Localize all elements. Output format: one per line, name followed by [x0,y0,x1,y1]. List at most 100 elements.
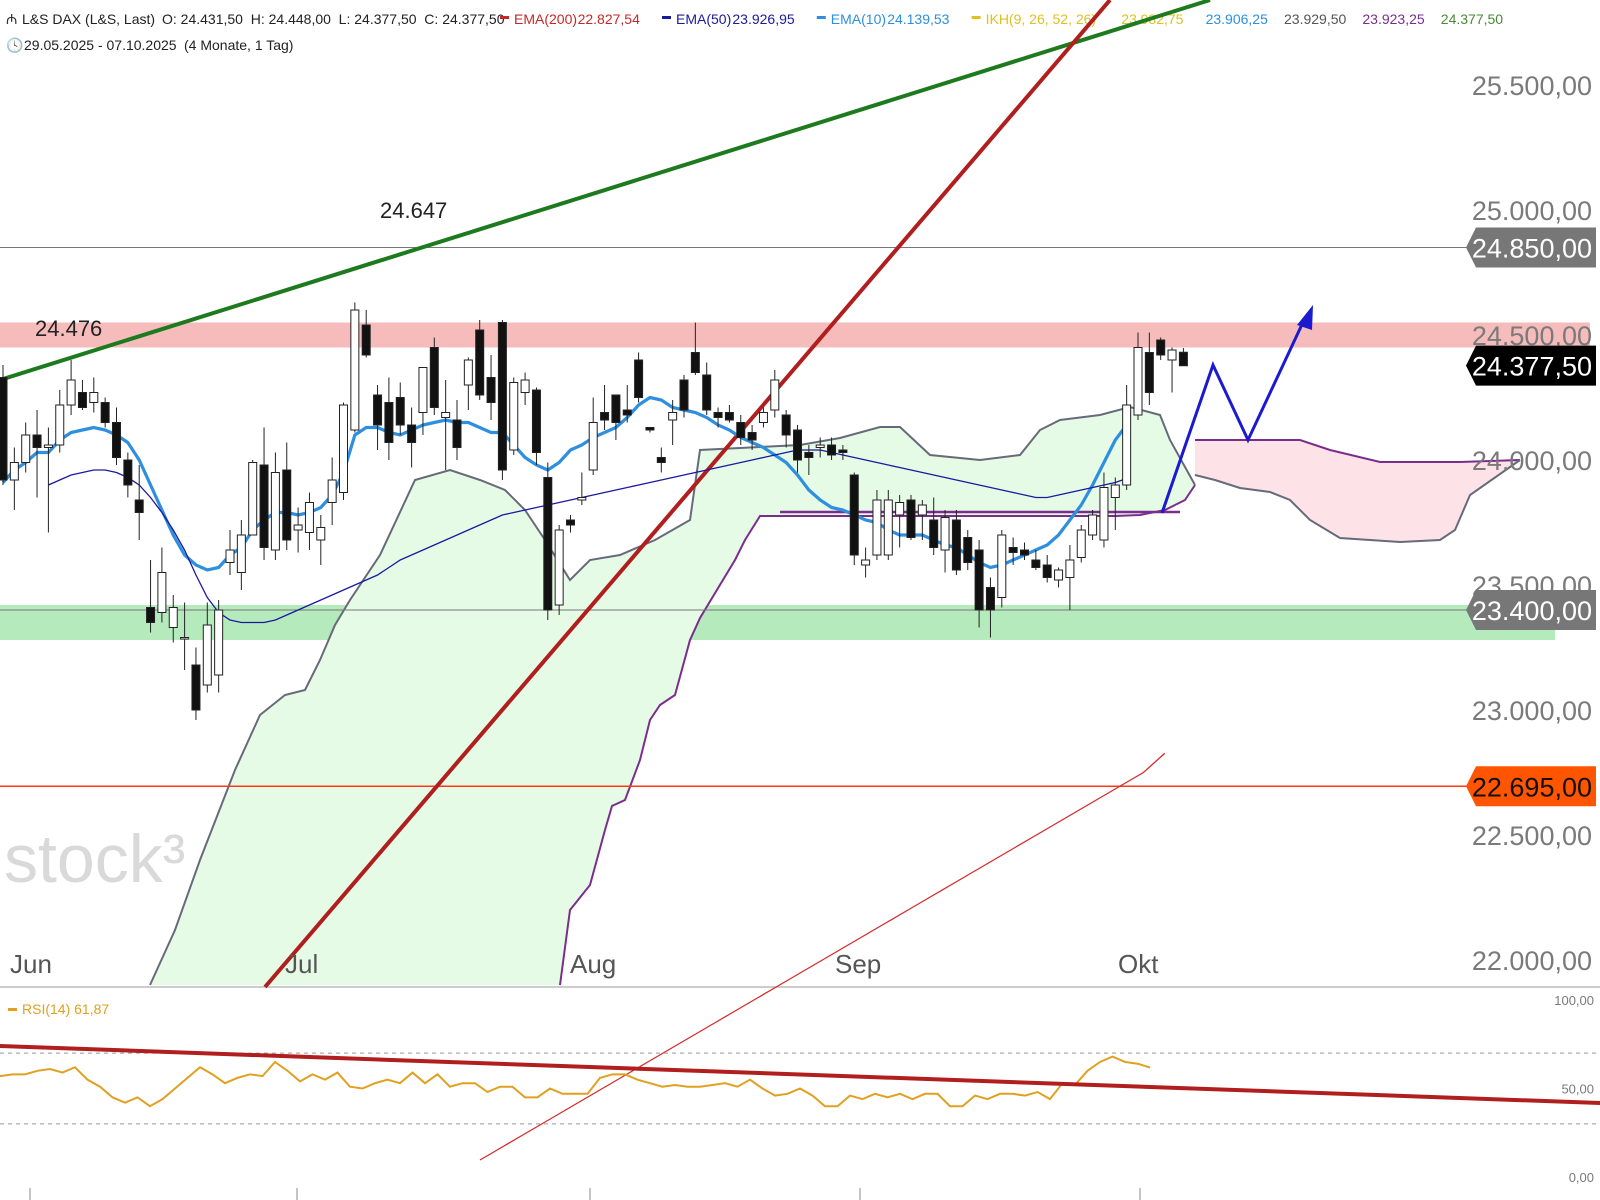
candle-body [1110,484,1120,498]
candle-body [1156,339,1166,356]
candle-body [1088,514,1098,536]
candle-body [520,379,530,393]
candle [1042,555,1052,583]
candle [316,515,326,565]
candle [770,370,780,418]
candle [418,367,428,435]
level-24850-tag-label: 24.850,00 [1472,234,1592,264]
candle-body [384,402,394,443]
candle-body [123,459,133,486]
candle-body [316,527,326,541]
indicator-label-3: IKH(9, 26, 52, 26) [986,11,1097,27]
indicator-label-2: EMA(10) [831,11,886,27]
candle-body [1167,349,1177,361]
candle [282,442,292,550]
indicator-value-0: 22.827,54 [578,11,640,27]
candle-body [157,572,167,613]
indicator-label-0: EMA(200) [514,11,577,27]
candle [940,510,950,573]
candle-body [668,412,678,421]
candle [656,447,666,473]
senkou-span-a [149,405,1196,986]
time-axis: Jun Jul Aug Sep Okt [10,949,1159,1200]
price-tags: 24.850,00 24.377,50 23.400,00 22.695,00 [1466,227,1596,807]
candle [713,407,723,428]
indicator-value-2: 24.139,53 [887,11,949,27]
period-range: 29.05.2025 - 07.10.2025 [24,37,177,53]
candle-body [951,519,961,571]
period-note: (4 Monate, 1 Tag) [184,37,293,53]
candle [509,377,519,455]
candle-body [441,412,451,418]
candle [214,600,224,693]
candle [112,407,121,465]
candle [259,427,269,560]
candle [497,320,507,480]
level-24850-tag [1466,227,1596,268]
price-tick-label: 24.000,00 [1472,446,1592,476]
candle-body [509,382,519,451]
candle [1167,347,1177,393]
candle [395,382,405,435]
candle-body [259,464,269,548]
candle [463,357,473,410]
candle-body [452,419,462,448]
candle [804,445,814,475]
candle-body [622,409,632,416]
candle [304,492,314,550]
candle [339,402,348,500]
price-tick-label: 22.000,00 [1472,946,1592,976]
candle [441,380,451,470]
candle-body [270,472,280,551]
candle-body [1122,404,1132,486]
candle [520,372,530,405]
candle [373,385,383,450]
candle [531,387,541,465]
candle-body [486,377,496,403]
candle-body [407,424,417,443]
candle [1020,542,1029,560]
level-23400-tag-label: 23.400,00 [1472,596,1592,626]
candle-body [883,499,893,556]
candle-body [1133,347,1143,416]
peak-annotation-24476: 24.476 [35,316,102,341]
candle [929,497,939,555]
candle-body [134,499,144,513]
candle-body [463,359,473,386]
rsi-tick-label: 0,00 [1569,1170,1594,1185]
candle [997,530,1007,608]
candle [134,465,144,540]
candle [985,577,995,638]
candle [202,602,212,693]
candle [1156,337,1166,360]
candle-body [248,462,258,536]
level-22695-tag-label: 22.695,00 [1472,772,1592,802]
indicator-label-1: EMA(50) [676,11,731,27]
indicator-value-1: 23.926,95 [732,11,794,27]
candle [157,547,167,623]
candle-body [554,529,564,606]
candle-body [418,367,428,413]
resistance-zone [0,322,1590,348]
candle [32,410,42,498]
candle [588,397,598,475]
candle [1088,510,1098,540]
candle-body [963,537,973,563]
candle [566,515,575,533]
candle-body [282,469,292,541]
candle-body [55,404,65,446]
candle [43,427,53,533]
candle-body [906,499,916,538]
indicator-legend: EMA(200) 22.827,54 EMA(50) 23.926,95 EMA(10)… [500,11,1184,27]
candle [100,397,110,428]
candle-body [21,434,31,463]
candle [1133,332,1143,420]
candle-body [475,329,485,396]
candle-body [758,412,768,423]
candle-body [588,422,598,471]
candle-body [793,429,802,461]
candle [21,422,31,473]
candle [1076,525,1086,563]
senkou-span-a-future [1194,459,1521,544]
